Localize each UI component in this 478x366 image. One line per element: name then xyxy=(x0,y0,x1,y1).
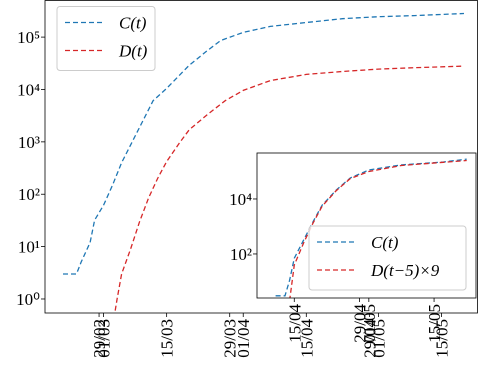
y-tick-label: 10⁴ xyxy=(229,190,252,209)
x-tick-label: 01/05 xyxy=(369,319,388,358)
legend-label: C(t) xyxy=(371,233,399,252)
x-tick-label: 29/04 xyxy=(351,304,370,343)
y-tick-label: 10² xyxy=(18,185,40,204)
legend-label: C(t) xyxy=(119,14,147,33)
x-tick-label: 29/02 xyxy=(90,319,109,358)
y-tick-label: 10³ xyxy=(18,133,40,152)
x-tick-label: 29/03 xyxy=(221,319,240,358)
x-tick-label: 15/05 xyxy=(432,319,451,358)
legend: C(t) D(t−5)×9 xyxy=(308,225,467,291)
legend-label: D(t−5)×9 xyxy=(370,261,440,280)
x-tick-label: 01/05 xyxy=(360,304,379,343)
y-tick-label: 10¹ xyxy=(18,238,40,257)
x-tick-label: 15/04 xyxy=(297,319,316,358)
x-tick-label: 15/03 xyxy=(158,319,177,358)
x-tick-label: 01/03 xyxy=(95,319,114,358)
y-tick-label: 10⁵ xyxy=(17,28,40,47)
plot-area xyxy=(275,158,467,298)
x-tick-label: 15/05 xyxy=(425,304,444,343)
y-tick-label: 10² xyxy=(230,245,252,264)
data-line xyxy=(289,159,467,298)
axes-frame xyxy=(256,152,477,299)
legend: C(t) D(t) xyxy=(56,6,156,71)
x-tick-label: 29/04 xyxy=(360,319,379,358)
x-tick-label: 15/04 xyxy=(285,304,304,343)
legend-box xyxy=(308,225,467,291)
y-tick-label: 10⁰ xyxy=(16,290,40,309)
legend-label: D(t) xyxy=(118,42,148,61)
x-tick-label: 01/04 xyxy=(234,319,253,358)
y-tick-label: 10⁴ xyxy=(17,80,40,99)
